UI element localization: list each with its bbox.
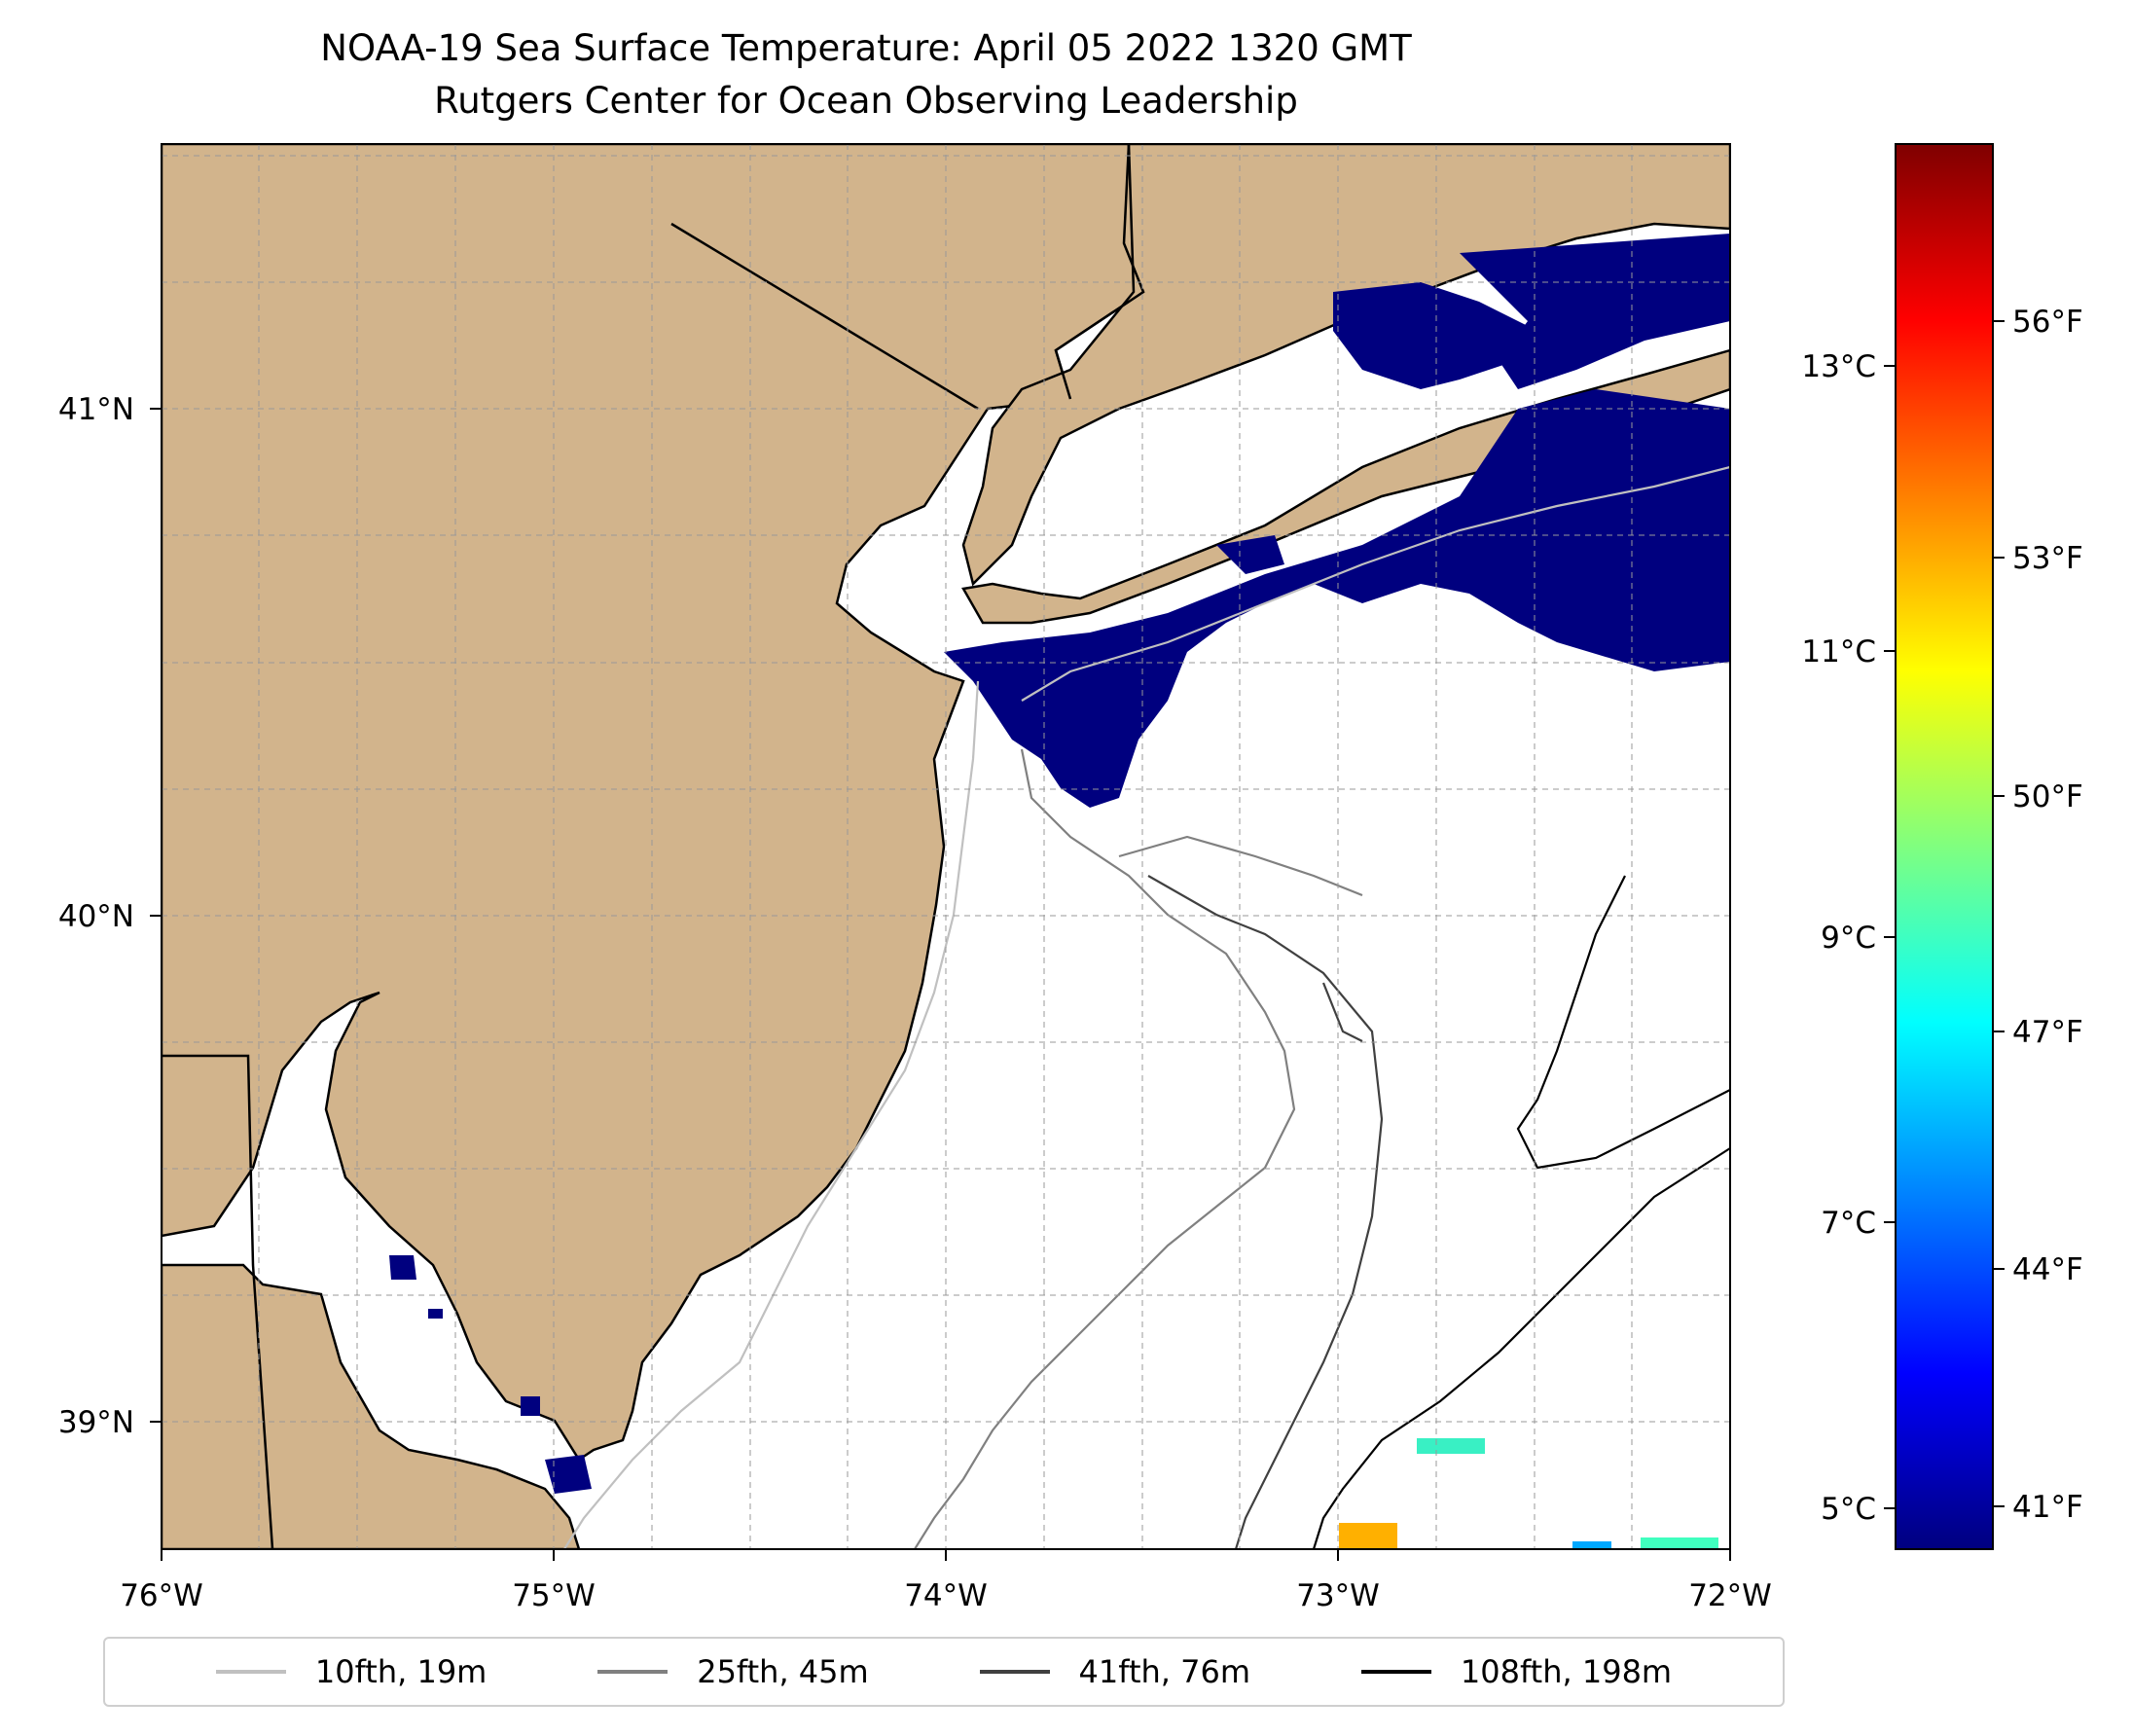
lon-tick-label: 75°W [512,1578,596,1613]
legend-item: 41fth, 76m [979,1653,1251,1690]
legend-item: 25fth, 45m [597,1653,869,1690]
isobath-10fth [563,465,1730,1549]
legend-label: 108fth, 198m [1460,1653,1673,1690]
legend-swatch-108fth [1360,1670,1431,1674]
sst-warm-patch-2 [1339,1523,1397,1549]
land-connecticut [961,144,1730,587]
colorbar-fahrenheit-label: 47°F [2012,1015,2083,1050]
colorbar-celsius-label: 7°C [1821,1206,1876,1241]
legend-label: 41fth, 76m [1078,1653,1251,1690]
isobath-legend: 10fth, 19m 25fth, 45m 41fth, 76m 108fth,… [103,1637,1785,1707]
colorbar-fahrenheit-label: 50°F [2012,779,2083,814]
sst-warm-patch-3 [1572,1541,1611,1549]
isobath-25fth [914,748,1363,1549]
lat-tick-label: 41°N [58,392,134,427]
colorbar-fahrenheit-label: 41°F [2012,1490,2083,1525]
sst-warm-patch-4 [1641,1537,1718,1549]
colorbar [1895,143,1994,1550]
state-border-ny-ct [1054,144,1145,400]
legend-item: 108fth, 198m [1360,1653,1673,1690]
legend-label: 25fth, 45m [697,1653,869,1690]
lat-tick-label: 40°N [58,899,134,934]
lon-tick-label: 73°W [1296,1578,1380,1613]
state-border-de [162,1054,274,1549]
legend-swatch-10fth [215,1670,286,1674]
colorbar-fahrenheit-label: 44°F [2012,1252,2083,1287]
colorbar-ticks [1884,320,2005,1509]
colorbar-celsius-label: 11°C [1801,634,1876,669]
colorbar-celsius-label: 9°C [1821,921,1876,956]
colorbar-fahrenheit-label: 56°F [2012,305,2083,340]
lon-tick-label: 76°W [120,1578,203,1613]
isobath-108fth [1312,875,1730,1549]
legend-label: 10fth, 19m [314,1653,488,1690]
sst-warm-patch-1 [1417,1438,1485,1454]
state-border-ny-nj [670,222,979,411]
colorbar-celsius-label: 13°C [1801,349,1876,384]
lon-tick-label: 74°W [904,1578,988,1613]
legend-swatch-41fth [979,1670,1050,1674]
isobath-41fth [1147,875,1384,1549]
land-delmarva [162,1263,581,1549]
colorbar-celsius-label: 5°C [1821,1492,1876,1527]
axis-ticks [150,408,1731,1561]
colorbar-fahrenheit-label: 53°F [2012,541,2083,576]
lon-tick-label: 72°W [1688,1578,1772,1613]
legend-item: 10fth, 19m [215,1653,488,1690]
map-title: NOAA-19 Sea Surface Temperature: April 0… [320,27,1412,69]
legend-swatch-25fth [597,1670,669,1674]
sst-cold-patches [389,234,1730,1494]
map-subtitle: Rutgers Center for Ocean Observing Leade… [434,80,1298,122]
graticule [162,144,1730,1549]
lat-tick-label: 39°N [58,1405,134,1440]
